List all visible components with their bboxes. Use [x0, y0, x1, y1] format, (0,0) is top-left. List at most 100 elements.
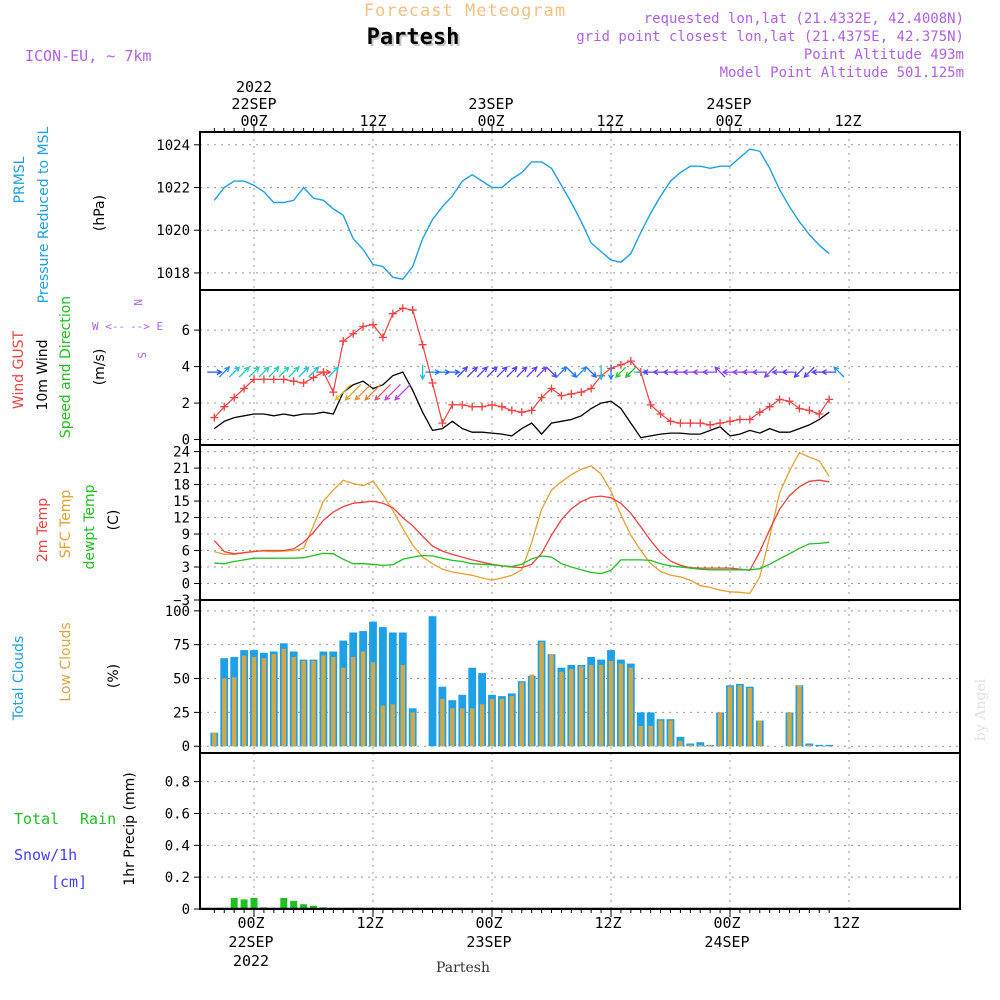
- low-clouds-bar: [708, 744, 713, 747]
- wind-direction-arrow: [751, 369, 767, 376]
- gust-point-marker: [240, 384, 249, 393]
- wind-direction-arrow: [374, 383, 392, 401]
- low-clouds-bar: [222, 678, 227, 747]
- top-year-label: 2022: [236, 78, 272, 96]
- panel-frame: [199, 131, 961, 291]
- y-tick-label: −3: [173, 593, 190, 609]
- y-tick-label: 100: [165, 604, 190, 620]
- low-clouds-bar: [261, 658, 267, 747]
- gust-point-marker: [309, 373, 318, 382]
- wind-direction-arrow: [556, 366, 568, 378]
- low-clouds-bar: [351, 656, 356, 747]
- total-clouds-bar: [388, 632, 397, 747]
- wind-direction-arrow: [344, 383, 362, 401]
- gust-point-marker: [696, 419, 705, 428]
- wind-direction-arrow: [536, 366, 548, 378]
- y-tick-label: 1022: [156, 181, 190, 197]
- wind-direction-arrow: [714, 366, 726, 378]
- dewpt-label: dewpt Temp: [82, 484, 98, 569]
- low-clouds-bar: [489, 698, 495, 747]
- low-clouds-bar: [727, 686, 733, 747]
- gust-point-marker: [656, 410, 665, 418]
- y-tick-label: 1020: [156, 223, 190, 239]
- low-clouds-bar: [499, 698, 505, 747]
- gust-point-marker: [259, 375, 268, 384]
- total-clouds-bar: [686, 743, 695, 747]
- wind-direction-arrow: [248, 366, 260, 378]
- sfc-temp-label: SFC Temp: [58, 490, 74, 559]
- gust-point-marker: [507, 406, 516, 415]
- compass-east: --> E: [130, 320, 163, 333]
- low-clouds-bar: [539, 642, 544, 747]
- y-tick-label: 2: [182, 396, 190, 412]
- low-clouds-bar: [797, 685, 802, 747]
- wind-direction-arrow: [419, 365, 426, 381]
- wind-direction-arrow: [327, 366, 340, 378]
- y-tick-label: 18: [173, 478, 190, 494]
- gust-point-marker: [805, 406, 814, 415]
- low-clouds-bar: [579, 666, 584, 747]
- temp2m-label: 2m Temp: [35, 498, 51, 562]
- top-tick-label: 12Z: [834, 112, 861, 130]
- y-tick-label: 15: [173, 494, 190, 510]
- low-clouds-bar: [212, 732, 217, 747]
- low-clouds-bar: [757, 720, 762, 747]
- low-clouds-bar: [787, 712, 792, 747]
- gust-point-marker: [378, 333, 387, 342]
- bottom-tick-label: 12Z: [832, 914, 859, 932]
- wind-direction-arrow: [238, 366, 250, 378]
- low-clouds-bar: [341, 667, 346, 747]
- top-date-label: 23SEP: [468, 95, 513, 113]
- low-clouds-bar: [569, 669, 574, 747]
- bottom-tick-label: 00Z: [475, 914, 502, 932]
- snow-label: Snow/1h: [14, 846, 77, 864]
- low-clouds-bar: [658, 720, 663, 747]
- wind-direction-arrow: [466, 366, 479, 378]
- gust-point-marker: [726, 417, 734, 426]
- y-tick-label: 1018: [156, 266, 190, 282]
- gust-point-marker: [557, 391, 566, 400]
- total-clouds-bar: [696, 742, 705, 747]
- low-clouds-bar: [668, 720, 673, 747]
- wind-direction-arrow: [288, 366, 300, 378]
- low-clouds-bar: [479, 704, 485, 747]
- top-tick-label: 00Z: [240, 112, 267, 130]
- gust-point-marker: [735, 415, 744, 424]
- y-tick-label: 6: [182, 544, 190, 560]
- y-tick-label: 0.4: [165, 838, 190, 854]
- y-tick-label: 6: [182, 323, 190, 339]
- panel-frame: [199, 752, 961, 910]
- low-clouds-bar: [598, 665, 604, 747]
- wind-direction-arrow: [258, 366, 270, 378]
- wind-direction-arrow: [316, 369, 332, 376]
- gust-point-marker: [527, 406, 536, 415]
- gust-point-marker: [716, 419, 725, 428]
- bottom-date-label: 24SEP: [704, 933, 749, 951]
- y-tick-label: 0: [182, 902, 190, 918]
- wind-direction-arrow: [218, 366, 231, 378]
- bottom-tick-label: 00Z: [237, 914, 264, 932]
- wind-direction-arrow: [701, 369, 718, 376]
- wind-direction-arrow: [516, 366, 528, 378]
- precip-unit: 1hr Precip (mm): [122, 772, 138, 885]
- bottom-year-label: 2022: [233, 952, 269, 970]
- low-clouds-bar: [608, 660, 614, 747]
- low-clouds-bar: [717, 712, 723, 747]
- low-clouds-bar: [678, 740, 683, 747]
- gust-point-marker: [616, 360, 625, 369]
- low-clouds-bar: [321, 655, 326, 747]
- y-tick-label: 21: [173, 461, 190, 477]
- top-tick-label: 00Z: [477, 112, 504, 130]
- total-clouds-bar: [428, 616, 437, 747]
- gust-point-marker: [666, 417, 675, 426]
- low-clouds-bar: [232, 677, 237, 747]
- low-clouds-bar: [271, 654, 276, 747]
- low-clouds-bar: [390, 704, 395, 747]
- gust-point-marker: [428, 379, 437, 387]
- y-tick-label: 0.8: [165, 775, 190, 791]
- rain-bar: [290, 901, 298, 909]
- gust-point-marker: [745, 415, 754, 424]
- y-tick-label: 75: [173, 638, 190, 654]
- low-clouds-bar: [251, 656, 257, 747]
- wind-direction-arrow: [308, 366, 320, 378]
